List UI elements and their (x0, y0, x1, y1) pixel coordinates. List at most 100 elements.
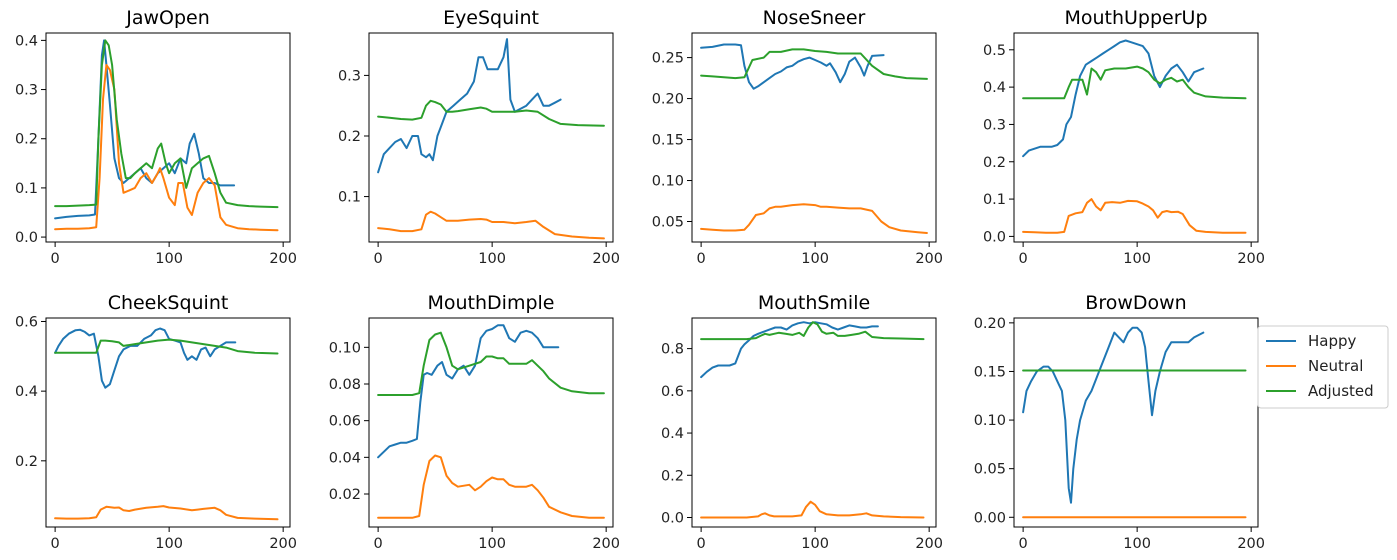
x-tick-label: 200 (1237, 251, 1265, 267)
y-tick-label: 0.1 (983, 192, 1006, 208)
plot-area-frame (691, 32, 937, 243)
series-line-neutral (377, 454, 605, 519)
plot-area-frame (368, 32, 614, 243)
x-tick-label: 100 (1123, 251, 1151, 267)
chart-title: MouthSmile (758, 292, 870, 314)
y-tick-label: 0.10 (974, 413, 1006, 429)
y-tick-label: 0.1 (15, 181, 38, 197)
series-line-neutral (1022, 198, 1247, 234)
series-line-happy (700, 321, 879, 379)
y-tick-label: 0.2 (661, 468, 684, 484)
subplot-mouth-smile: MouthSmile 0 100 200 0.0 0.2 0.4 0.6 0.8 (661, 292, 943, 552)
plot-area-frame (1013, 32, 1259, 243)
x-tick-label: 100 (155, 251, 183, 267)
subplot-eye-squint: EyeSquint 0 100 200 0.1 0.2 0.3 (338, 7, 620, 267)
series-line-neutral (377, 210, 605, 240)
y-tick-label: 0.2 (15, 132, 38, 148)
legend-frame (1257, 325, 1389, 409)
y-tick-label: 0.02 (329, 487, 361, 503)
y-tick-label: 0.06 (329, 414, 361, 430)
x-tick-label: 0 (1019, 536, 1028, 552)
chart-title: NoseSneer (763, 7, 866, 29)
legend-label: Happy (1308, 332, 1357, 350)
x-tick-label: 200 (915, 536, 943, 552)
subplot-nose-sneer: NoseSneer 0 100 200 0.05 0.10 0.15 0.20 0.25 (652, 7, 943, 267)
series-group (377, 38, 605, 240)
subplot-jaw-open: JawOpen 0 100 200 0.0 0.1 0.2 0.3 0.4 (15, 7, 297, 267)
plot-area-frame (368, 317, 614, 528)
series-group (700, 43, 928, 234)
y-tick-label: 0.3 (338, 68, 361, 84)
series-line-adjusted (54, 39, 279, 209)
y-tick-label: 0.05 (652, 215, 684, 231)
y-tick-label: 0.15 (974, 364, 1006, 380)
chart-title: EyeSquint (443, 7, 539, 29)
y-tick-label: 0.2 (15, 454, 38, 470)
plot-area-frame (1013, 317, 1259, 528)
x-tick-label: 200 (592, 251, 620, 267)
subplot-grid: JawOpen 0 100 200 0.0 0.1 0.2 0.3 0.4 EyeSquint 0 1… (15, 7, 1265, 552)
y-tick-label: 0.0 (983, 229, 1006, 245)
series-line-adjusted (700, 48, 928, 80)
y-tick-label: 0.08 (329, 377, 361, 393)
y-tick-label: 0.4 (661, 426, 684, 442)
x-tick-label: 200 (592, 536, 620, 552)
x-tick-label: 100 (801, 251, 829, 267)
x-tick-label: 0 (51, 251, 60, 267)
x-tick-label: 100 (478, 536, 506, 552)
chart-title: MouthUpperUp (1064, 7, 1207, 29)
plot-area-frame (45, 317, 291, 528)
y-tick-label: 0.3 (983, 117, 1006, 133)
series-line-happy (377, 324, 560, 459)
plot-area-frame (691, 317, 937, 528)
series-group (377, 324, 605, 519)
y-tick-label: 0.25 (652, 51, 684, 67)
legend-label: Adjusted (1308, 382, 1374, 400)
x-tick-label: 100 (801, 536, 829, 552)
y-tick-label: 0.00 (974, 510, 1006, 526)
series-line-neutral (700, 203, 928, 234)
x-tick-label: 0 (51, 536, 60, 552)
series-line-happy (377, 38, 562, 174)
y-tick-label: 0.4 (15, 33, 38, 49)
series-line-adjusted (54, 338, 279, 355)
x-tick-label: 200 (269, 251, 297, 267)
legend-item-happy: Happy (1266, 332, 1357, 350)
series-line-adjusted (700, 321, 925, 341)
y-tick-label: 0.10 (329, 340, 361, 356)
subplot-cheek-squint: CheekSquint 0 100 200 0.2 0.4 0.6 (15, 292, 297, 552)
series-group (1022, 326, 1247, 519)
series-group (700, 321, 925, 519)
x-tick-label: 0 (697, 536, 706, 552)
chart-title: CheekSquint (108, 292, 229, 314)
series-line-happy (54, 39, 236, 220)
subplot-mouth-upper-up: MouthUpperUp 0 100 200 0.0 0.1 0.2 0.3 0.4 0.5 (983, 7, 1265, 267)
y-tick-label: 0.05 (974, 462, 1006, 478)
y-tick-label: 0.0 (15, 230, 38, 246)
chart-title: JawOpen (125, 7, 210, 29)
series-group (1022, 39, 1247, 234)
x-tick-label: 200 (269, 536, 297, 552)
series-line-adjusted (377, 331, 605, 396)
subplot-mouth-dimple: MouthDimple 0 100 200 0.02 0.04 0.06 0.08 0.10 (329, 292, 620, 552)
x-tick-label: 100 (155, 536, 183, 552)
y-tick-label: 0.15 (652, 133, 684, 149)
x-tick-label: 0 (1019, 251, 1028, 267)
x-tick-label: 0 (374, 251, 383, 267)
x-tick-label: 100 (1123, 536, 1151, 552)
y-tick-label: 0.10 (652, 174, 684, 190)
series-line-happy (700, 43, 885, 90)
y-tick-label: 0.6 (15, 314, 38, 330)
series-line-neutral (54, 64, 279, 232)
y-tick-label: 0.04 (329, 450, 361, 466)
series-line-happy (1022, 326, 1205, 504)
legend-item-adjusted: Adjusted (1266, 382, 1374, 400)
series-line-adjusted (1022, 65, 1247, 100)
x-tick-label: 200 (1237, 536, 1265, 552)
legend-item-neutral: Neutral (1266, 357, 1363, 375)
y-tick-label: 0.4 (983, 80, 1006, 96)
legend-label: Neutral (1308, 357, 1363, 375)
legend: Happy Neutral Adjusted (1257, 325, 1389, 409)
series-line-neutral (700, 500, 925, 519)
